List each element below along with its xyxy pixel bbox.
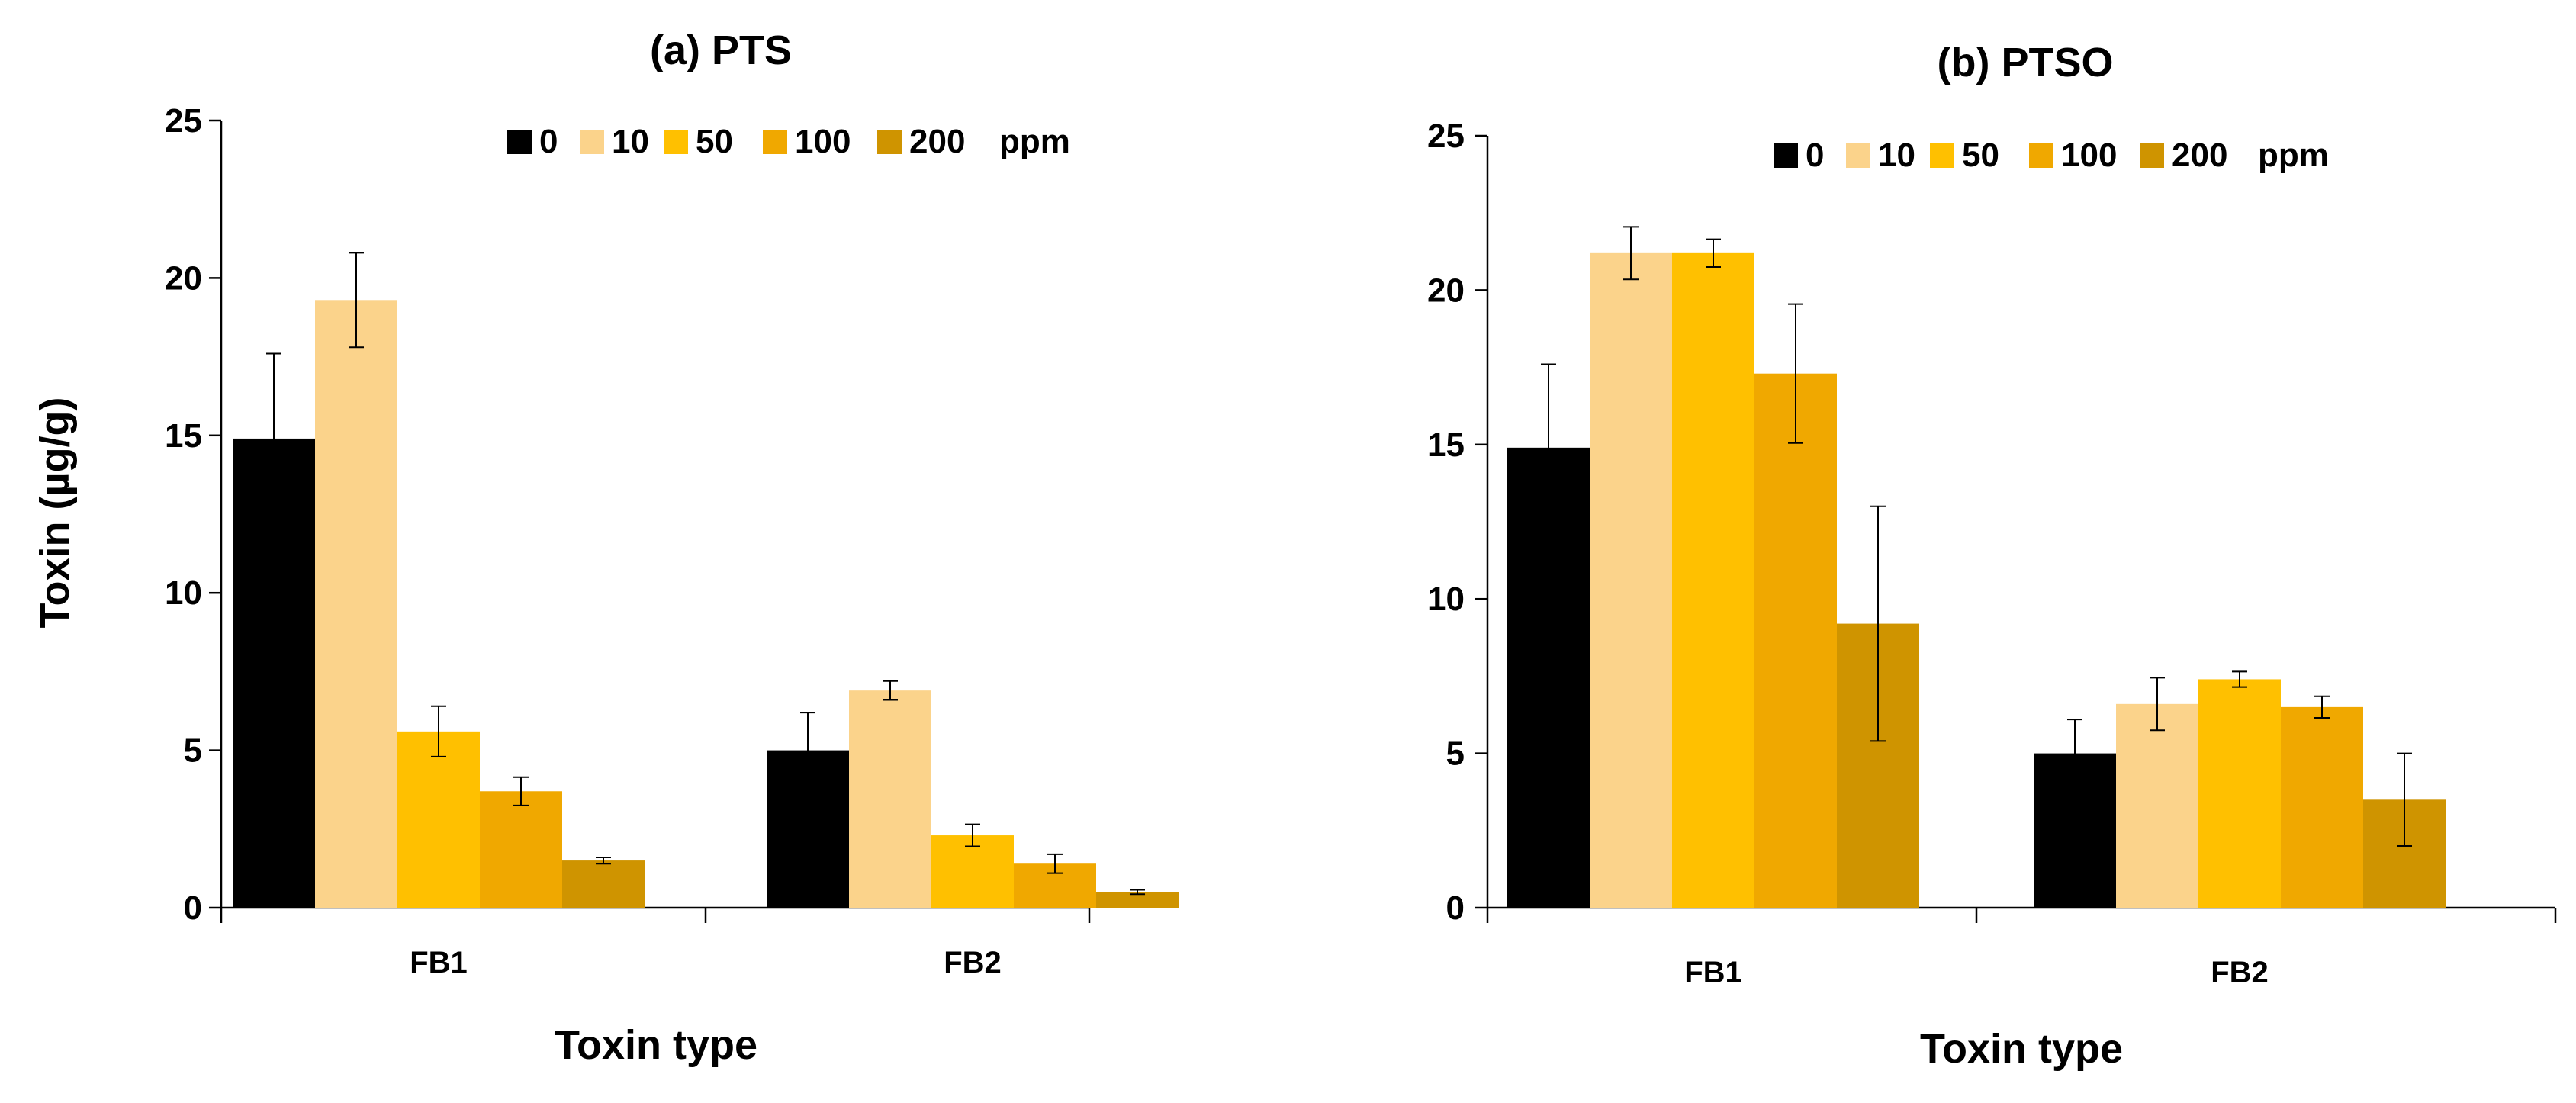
legend-label: 0 xyxy=(539,123,558,160)
legend-label: 50 xyxy=(1962,137,1999,174)
bar-fb2-10ppm xyxy=(849,690,931,908)
legend-label: 200 xyxy=(2172,137,2227,174)
x-category-label: FB2 xyxy=(2211,956,2269,989)
x-category-label: FB1 xyxy=(1684,956,1742,989)
bar-fb2-50ppm xyxy=(2198,679,2281,908)
x-category-label: FB2 xyxy=(944,946,1002,979)
chart-panel-a: (a) PTS 0 5 10 15 20 25 FB1 FB2 Toxin type Toxin (… xyxy=(32,27,1179,1068)
legend-label: 100 xyxy=(2061,137,2117,174)
legend-swatch-0 xyxy=(507,130,532,154)
legend-swatch-10 xyxy=(580,130,604,154)
bar-fb1-10ppm xyxy=(315,300,397,908)
chart-title: (b) PTSO xyxy=(1938,40,2114,85)
legend-label: 10 xyxy=(612,123,649,160)
y-tick-label: 10 xyxy=(1427,580,1465,618)
bar-fb2-100ppm xyxy=(2281,706,2363,908)
legend-label: 200 xyxy=(909,123,965,160)
legend-swatch-10 xyxy=(1846,143,1870,168)
y-tick-label: 0 xyxy=(184,889,202,927)
legend-label: 0 xyxy=(1806,137,1824,174)
legend-swatch-50 xyxy=(1930,143,1954,168)
legend-label: 100 xyxy=(795,123,851,160)
bar-fb1-50ppm xyxy=(397,731,480,908)
bar-fb2-10ppm xyxy=(2116,703,2198,908)
bar-fb1-10ppm xyxy=(1590,252,1672,908)
bar-fb1-100ppm xyxy=(1754,373,1837,908)
chart-title: (a) PTS xyxy=(650,27,792,73)
y-tick-label: 5 xyxy=(184,732,202,770)
y-tick-label: 15 xyxy=(1427,426,1465,464)
bar-fb1-200ppm xyxy=(562,860,645,908)
y-tick-label: 25 xyxy=(165,102,202,140)
legend-swatch-100 xyxy=(763,130,787,154)
bar-fb1-100ppm xyxy=(480,791,562,908)
bar-fb2-50ppm xyxy=(931,835,1014,908)
y-tick-label: 0 xyxy=(1446,889,1465,927)
legend-swatch-50 xyxy=(664,130,688,154)
chart-panel-b: (b) PTSO 0 5 10 15 20 25 FB1 FB2 Toxin type 0 10 50 1… xyxy=(1427,40,2557,1072)
legend-unit: ppm xyxy=(999,123,1070,160)
y-axis-label: Toxin (µg/g) xyxy=(32,397,78,628)
x-axis-label: Toxin type xyxy=(1920,1026,2123,1072)
legend-swatch-200 xyxy=(877,130,902,154)
y-tick-label: 5 xyxy=(1446,735,1465,773)
y-tick-label: 25 xyxy=(1427,117,1465,155)
x-axis-label: Toxin type xyxy=(555,1022,757,1068)
legend-label: 10 xyxy=(1878,137,1915,174)
y-tick-label: 20 xyxy=(1427,272,1465,309)
legend-swatch-100 xyxy=(2029,143,2053,168)
x-category-label: FB1 xyxy=(410,946,468,979)
bar-fb1-50ppm xyxy=(1672,252,1754,908)
y-tick-label: 15 xyxy=(165,417,202,455)
y-tick-label: 20 xyxy=(165,259,202,297)
legend-swatch-200 xyxy=(2140,143,2164,168)
bar-fb2-200ppm xyxy=(1096,892,1179,908)
legend-unit: ppm xyxy=(2258,137,2329,174)
legend-swatch-0 xyxy=(1774,143,1798,168)
y-tick-label: 10 xyxy=(165,574,202,612)
legend-label: 50 xyxy=(696,123,733,160)
